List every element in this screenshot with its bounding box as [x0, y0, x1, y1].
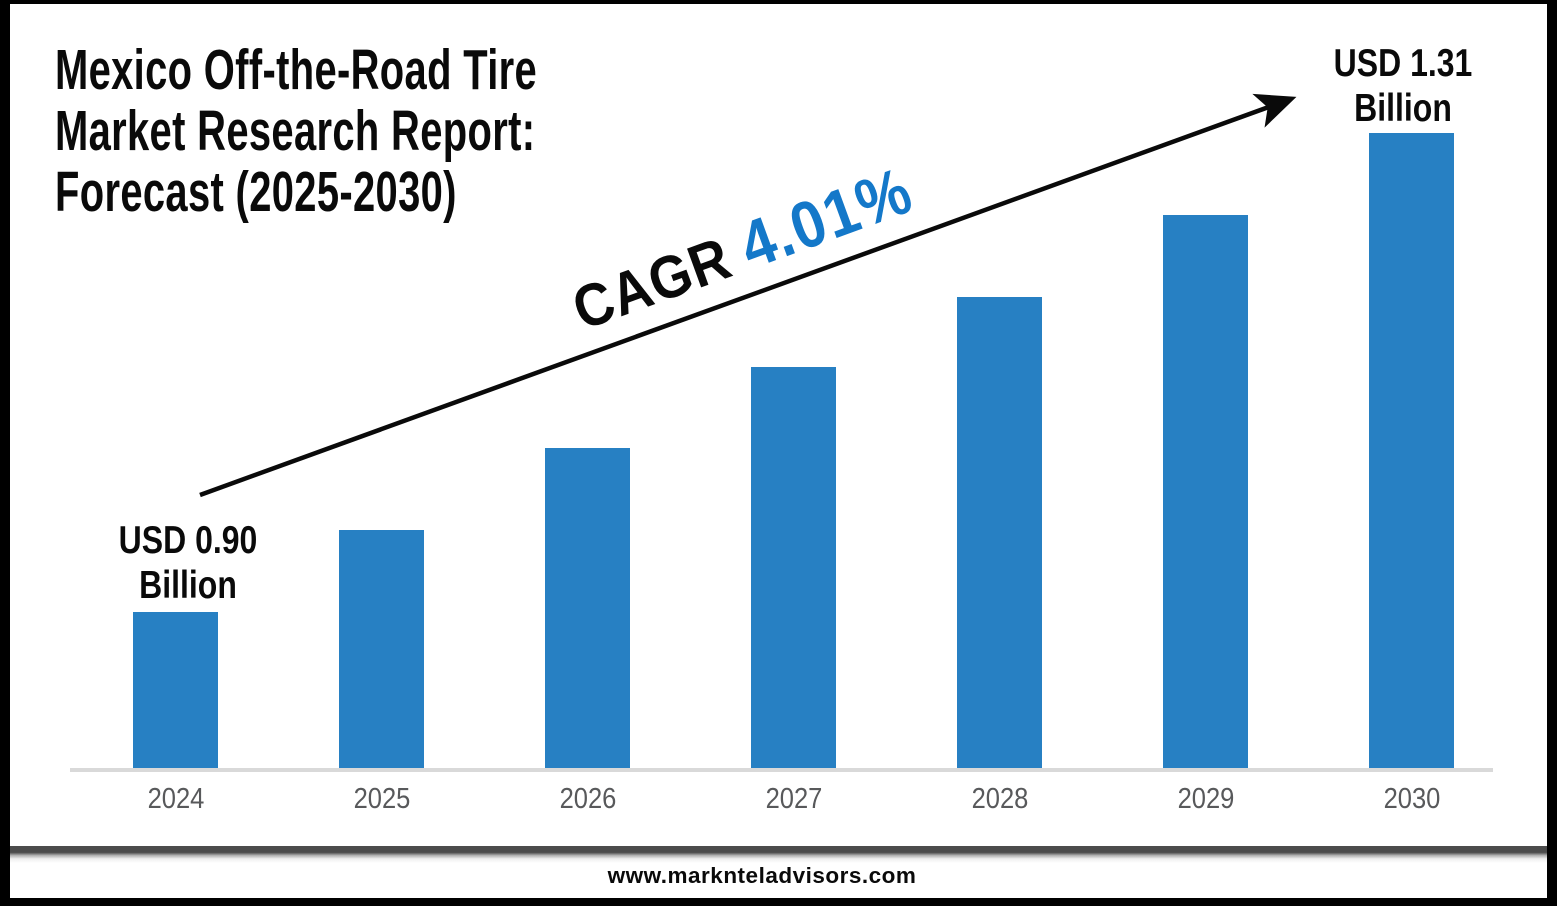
- bar-2030: [1369, 133, 1454, 770]
- value-label-2024-line1: USD 0.90: [118, 519, 258, 562]
- x-tick-2026: 2026: [559, 783, 616, 815]
- x-tick-2025: 2025: [353, 783, 410, 815]
- bar-2024: [133, 612, 218, 770]
- x-axis-line: [70, 768, 1493, 772]
- x-tick-2029: 2029: [1177, 783, 1234, 815]
- bar-2027: [751, 366, 836, 770]
- value-label-2030-line1: USD 1.31: [1333, 42, 1473, 85]
- bar-2025: [339, 530, 424, 770]
- footer-separator: [10, 846, 1547, 863]
- x-tick-2027: 2027: [765, 783, 822, 815]
- value-label-2030-line2: Billion: [1354, 87, 1452, 130]
- title-line-3: Forecast (2025-2030): [55, 160, 457, 224]
- cagr-prefix: CAGR: [564, 224, 740, 343]
- frame-border-top: [0, 0, 1557, 4]
- value-label-2024-line2: Billion: [139, 564, 237, 607]
- title-line-2: Market Research Report:: [55, 99, 536, 163]
- x-tick-2028: 2028: [971, 783, 1028, 815]
- bar-2029: [1163, 214, 1248, 770]
- value-label-2024: USD 0.90 Billion: [81, 518, 294, 608]
- bar-2028: [957, 296, 1042, 770]
- cagr-value: 4.01%: [729, 152, 923, 283]
- footer-url: www.marknteladvisors.com: [607, 863, 917, 888]
- chart-title: Mexico Off-the-Road Tire Market Research…: [55, 40, 537, 223]
- frame-border-left: [0, 0, 10, 906]
- footer: www.marknteladvisors.com: [0, 862, 1524, 890]
- frame-border-right: [1547, 0, 1557, 906]
- title-line-1: Mexico Off-the-Road Tire: [55, 38, 538, 102]
- value-label-2030: USD 1.31 Billion: [1296, 41, 1509, 131]
- x-tick-2030: 2030: [1383, 783, 1440, 815]
- x-tick-2024: 2024: [147, 783, 204, 815]
- frame-border-bottom: [0, 898, 1557, 906]
- bar-2026: [545, 448, 630, 770]
- cagr-label: CAGR4.01%: [562, 151, 923, 344]
